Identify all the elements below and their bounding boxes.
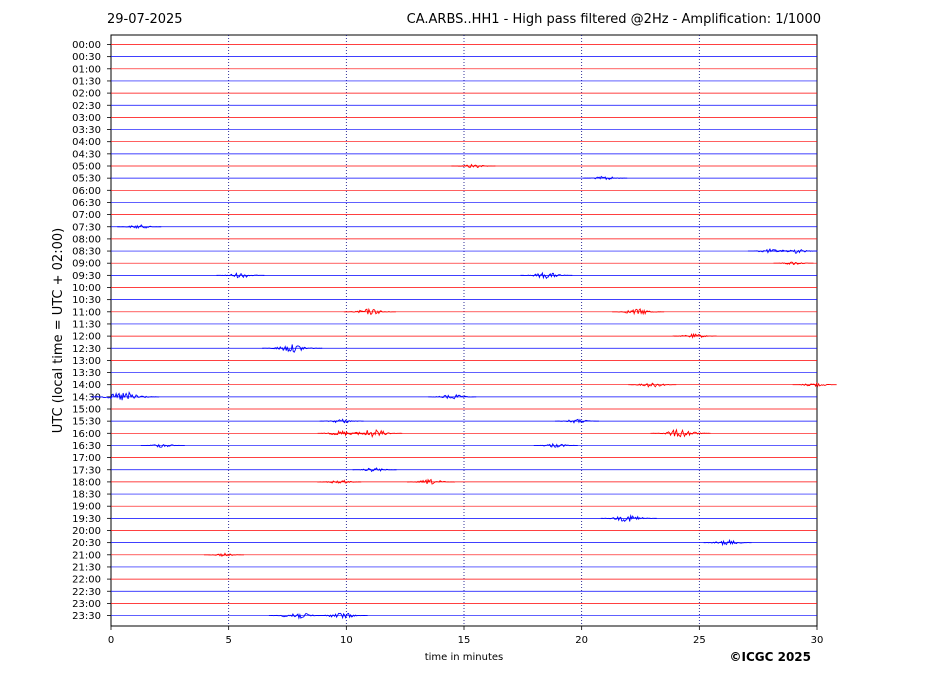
row-label: 12:30 [72, 344, 101, 355]
x-tick-label: 15 [458, 635, 471, 646]
row-label: 09:30 [72, 271, 101, 282]
row-label: 08:30 [72, 247, 101, 258]
row-label: 06:00 [72, 186, 101, 197]
event-burst [117, 224, 162, 230]
row-label: 14:00 [72, 380, 101, 391]
event-burst [583, 175, 628, 181]
row-label: 13:30 [72, 368, 101, 379]
event-burst [140, 443, 185, 448]
row-label: 08:00 [72, 234, 101, 245]
x-axis-label: time in minutes [425, 652, 504, 663]
event-burst [600, 513, 657, 523]
event-burst [319, 418, 364, 424]
event-burst [428, 393, 477, 400]
x-tick-label: 5 [225, 635, 231, 646]
row-label: 22:30 [72, 587, 101, 598]
event-burst [407, 478, 456, 485]
row-label: 21:00 [72, 550, 101, 561]
row-label: 18:00 [72, 477, 101, 488]
row-label: 00:30 [72, 52, 101, 63]
event-burst [628, 382, 677, 388]
row-label: 07:00 [72, 210, 101, 221]
row-label: 06:30 [72, 198, 101, 209]
row-label: 19:00 [72, 502, 101, 513]
row-label: 11:30 [72, 319, 101, 330]
row-label: 03:00 [72, 113, 101, 124]
event-burst [612, 308, 665, 316]
row-label: 15:00 [72, 405, 101, 416]
row-label: 18:30 [72, 490, 101, 501]
row-label: 17:30 [72, 465, 101, 476]
event-burst [554, 418, 599, 424]
row-label: 14:30 [72, 392, 101, 403]
row-label: 22:00 [72, 575, 101, 586]
y-axis-label: UTC (local time = UTC + 02:00) [51, 228, 66, 433]
row-label: 05:00 [72, 162, 101, 173]
event-burst [216, 272, 265, 279]
row-label: 00:00 [72, 40, 101, 51]
event-burst [262, 344, 323, 353]
row-label: 02:00 [72, 89, 101, 100]
row-label: 20:00 [72, 526, 101, 537]
x-tick-label: 10 [340, 635, 353, 646]
event-burst [352, 467, 397, 473]
row-label: 04:00 [72, 137, 101, 148]
event-burst [703, 538, 752, 547]
event-burst [650, 428, 711, 438]
row-label: 02:30 [72, 101, 101, 112]
event-burst [533, 442, 578, 448]
event-burst [342, 429, 403, 438]
row-label: 12:00 [72, 332, 101, 343]
row-label: 11:00 [72, 307, 101, 318]
date-label: 29-07-2025 [107, 12, 183, 27]
row-label: 04:30 [72, 149, 101, 160]
row-label: 16:30 [72, 441, 101, 452]
event-burst [317, 479, 362, 484]
chart-title: CA.ARBS..HH1 - High pass filtered @2Hz -… [406, 12, 821, 27]
row-label: 20:30 [72, 538, 101, 549]
event-burst [769, 249, 818, 254]
row-label: 16:00 [72, 429, 101, 440]
row-label: 19:30 [72, 514, 101, 525]
row-label: 10:30 [72, 295, 101, 306]
event-burst [451, 163, 496, 168]
event-burst [792, 381, 837, 388]
row-label: 01:00 [72, 64, 101, 75]
event-burst [343, 307, 396, 316]
row-label: 05:30 [72, 174, 101, 185]
event-burst [773, 261, 814, 265]
row-label: 17:00 [72, 453, 101, 464]
row-label: 09:00 [72, 259, 101, 270]
event-burst [91, 390, 160, 401]
row-label: 10:00 [72, 283, 101, 294]
copyright-label: ©ICGC 2025 [729, 650, 811, 664]
event-burst [268, 612, 325, 620]
event-burst [203, 552, 244, 558]
x-tick-label: 25 [693, 635, 706, 646]
row-label: 03:30 [72, 125, 101, 136]
row-label: 07:30 [72, 222, 101, 233]
event-burst [315, 612, 368, 620]
row-label: 23:00 [72, 599, 101, 610]
row-label: 15:30 [72, 417, 101, 428]
row-label: 01:30 [72, 76, 101, 87]
row-label: 13:00 [72, 356, 101, 367]
event-burst [672, 332, 717, 339]
x-tick-label: 30 [811, 635, 824, 646]
x-tick-label: 0 [108, 635, 114, 646]
plot-frame [110, 34, 818, 627]
row-label: 23:30 [72, 611, 101, 622]
x-tick-label: 20 [575, 635, 588, 646]
event-burst [520, 271, 573, 280]
row-label: 21:30 [72, 562, 101, 573]
